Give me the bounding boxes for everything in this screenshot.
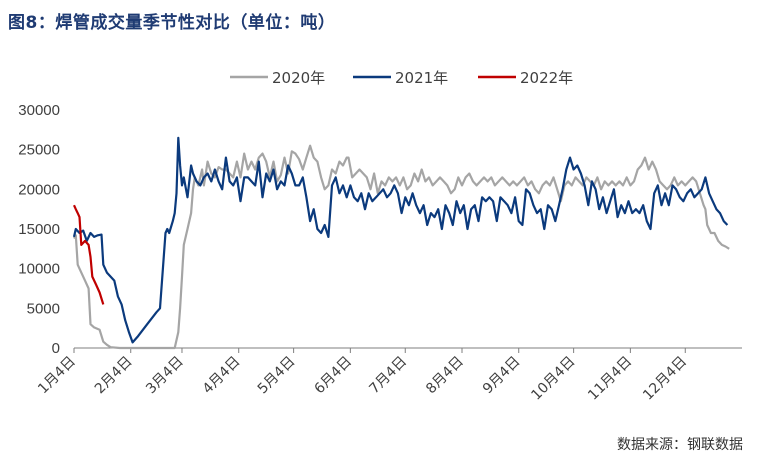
y-tick-label: 30000 bbox=[18, 102, 60, 119]
x-tick-label: 11月4日 bbox=[585, 354, 635, 404]
series-line-2022年 bbox=[72, 204, 105, 305]
series-line-2020年 bbox=[73, 144, 730, 350]
x-tick-label: 12月4日 bbox=[640, 354, 690, 404]
x-axis: 1月4日 2月4日 3月4日 4月4日 5月4日 6月4日 7月4日 8月4日 9月4日 10月4… bbox=[35, 347, 742, 404]
series-layer bbox=[72, 136, 730, 350]
data-source: 数据来源：钢联数据 bbox=[617, 437, 743, 453]
y-tick-label: 0 bbox=[52, 340, 60, 357]
y-tick-label: 5000 bbox=[27, 300, 60, 317]
chart-title: 图8：焊管成交量季节性对比（单位：吨） bbox=[8, 13, 336, 33]
x-tick-label: 4月4日 bbox=[200, 354, 244, 398]
x-tick-label: 8月4日 bbox=[423, 354, 467, 398]
x-tick-label: 9月4日 bbox=[480, 354, 524, 398]
legend-label: 2020年 bbox=[272, 69, 325, 87]
y-tick-label: 25000 bbox=[18, 142, 60, 159]
legend-label: 2022年 bbox=[520, 69, 573, 87]
x-tick-label: 6月4日 bbox=[311, 354, 355, 398]
y-tick-label: 10000 bbox=[18, 261, 60, 278]
legend-label: 2021年 bbox=[395, 69, 448, 87]
x-tick-label: 10月4日 bbox=[528, 354, 578, 404]
x-tick-label: 2月4日 bbox=[92, 354, 136, 398]
y-axis: 0 5000 10000 15000 20000 25000 30000 bbox=[18, 102, 60, 357]
x-tick-label: 1月4日 bbox=[35, 354, 79, 398]
x-tick-label: 5月4日 bbox=[255, 354, 299, 398]
x-tick-label: 3月4日 bbox=[143, 354, 187, 398]
y-tick-label: 15000 bbox=[18, 221, 60, 238]
series-line-2021年 bbox=[72, 136, 729, 344]
x-tick-label: 7月4日 bbox=[366, 354, 410, 398]
legend: 2020年 2021年 2022年 bbox=[230, 69, 573, 87]
y-tick-label: 20000 bbox=[18, 181, 60, 198]
